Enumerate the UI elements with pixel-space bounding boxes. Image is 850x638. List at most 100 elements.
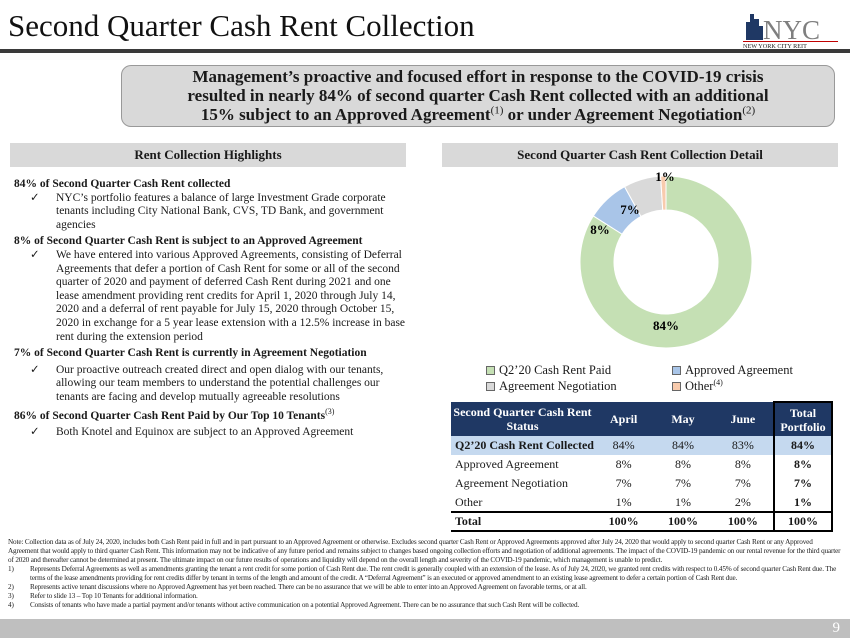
highlight-heading: 86% of Second Quarter Cash Rent Paid by …	[14, 407, 406, 424]
callout-text: or under Agreement Negotiation	[503, 105, 743, 124]
data-label: 7%	[620, 202, 640, 217]
footnote-text: Consists of tenants who have made a part…	[30, 601, 580, 609]
footnote-number: 3)	[8, 592, 14, 600]
table-cell: 1%	[615, 494, 632, 509]
bullet-text: NYC’s portfolio features a balance of la…	[56, 191, 386, 231]
table-cell: 8%	[615, 457, 632, 471]
highlight-bullet: ✓ NYC’s portfolio features a balance of l…	[30, 192, 406, 233]
title-divider	[0, 49, 850, 53]
check-icon: ✓	[30, 363, 40, 376]
skyline-icon: NYC NEW YORK CITY REIT	[743, 14, 838, 50]
legend-swatch	[672, 365, 681, 375]
column-header: Total Portfolio	[773, 401, 833, 436]
table-cell: 8%	[734, 457, 751, 471]
table-cell: 1%	[773, 493, 833, 512]
footnote-item: 1) Represents Deferral Agreements as well…	[8, 565, 843, 583]
legend-item: Agreement Negotiation	[486, 379, 617, 393]
footnote-number: 2)	[8, 583, 14, 591]
footnote-text: Refer to slide 13 – Top 10 Tenants for a…	[30, 592, 198, 600]
highlight-bullet: ✓ We have entered into various Approved A…	[30, 249, 406, 344]
callout-line: resulted in nearly 84% of second quarter…	[187, 86, 769, 105]
column-header: May	[653, 402, 713, 436]
column-header: April	[593, 402, 654, 436]
column-header: Second Quarter Cash Rent Status	[451, 402, 594, 436]
donut-slice	[579, 175, 753, 349]
bullet-text: Our proactive outreach created direct an…	[56, 363, 384, 403]
legend-swatch	[486, 365, 495, 375]
rent-collection-highlights-header: Rent Collection Highlights	[10, 143, 406, 167]
table-cell: 100%	[653, 511, 713, 532]
callout-line: 15% subject to an Approved Agreement(1) …	[126, 105, 830, 124]
row-label: Total	[451, 511, 594, 532]
data-label: 84%	[653, 318, 679, 333]
row-label: Q2’20 Cash Rent Collected	[451, 436, 594, 455]
footnote-number: 1)	[8, 565, 14, 573]
legend-item: Approved Agreement	[672, 363, 793, 377]
table-cell: 7%	[734, 476, 751, 490]
callout-line: Management’s proactive and focused effor…	[192, 67, 764, 86]
table-cell: 8%	[675, 457, 691, 471]
row-label: Approved Agreement	[455, 457, 559, 471]
table-row: Total 100% 100% 100% 100%	[451, 511, 833, 532]
legend-swatch	[486, 381, 495, 391]
footnote-item: 3) Refer to slide 13 – Top 10 Tenants for…	[8, 592, 843, 601]
footnote-text: Represents Deferral Agreements as well a…	[30, 565, 837, 582]
legend-text: Other	[685, 379, 714, 393]
footnote-number: 4)	[8, 601, 14, 609]
summary-callout: Management’s proactive and focused effor…	[121, 65, 835, 127]
footnotes: Note: Collection data as of July 24, 202…	[8, 538, 843, 610]
table-row: Approved Agreement 8% 8% 8% 8%	[451, 455, 833, 474]
table-row: Agreement Negotiation 7% 7% 7% 7%	[451, 474, 833, 493]
table-cell: 100%	[712, 511, 774, 532]
table-cell: 84%	[593, 436, 654, 455]
heading-text: 86% of Second Quarter Cash Rent Paid by …	[14, 409, 326, 422]
legend-item: Other(4)	[672, 377, 723, 393]
table-cell: 100%	[773, 511, 833, 532]
bullet-text: We have entered into various Approved Ag…	[56, 248, 406, 343]
note-text: Note: Collection data as of July 24, 202…	[8, 538, 841, 564]
highlight-bullet: ✓ Our proactive outreach created direct a…	[30, 364, 406, 405]
legend-item: Q2’20 Cash Rent Paid	[486, 363, 611, 377]
footnote-ref: (1)	[490, 104, 504, 117]
footnote-item: 4) Consists of tenants who have made a pa…	[8, 601, 843, 610]
svg-text:NEW YORK CITY REIT: NEW YORK CITY REIT	[743, 43, 807, 48]
check-icon: ✓	[30, 426, 40, 439]
row-label: Agreement Negotiation	[455, 476, 568, 490]
table-cell: 84%	[773, 436, 833, 455]
table-cell: 1%	[675, 494, 691, 509]
table-row: Q2’20 Cash Rent Collected 84% 84% 83% 84%	[451, 436, 833, 455]
data-label: 1%	[655, 169, 675, 184]
highlight-heading: 7% of Second Quarter Cash Rent is curren…	[14, 347, 367, 360]
bullet-text: Both Knotel and Equinox are subject to a…	[56, 426, 354, 439]
cash-rent-status-table: Second Quarter Cash Rent Status April Ma…	[451, 401, 833, 532]
highlight-bullet: ✓ Both Knotel and Equinox are subject to …	[30, 426, 406, 440]
table-cell: 83%	[712, 436, 774, 455]
table-cell: 7%	[773, 474, 833, 493]
check-icon: ✓	[30, 248, 40, 261]
column-header: June	[712, 402, 774, 436]
page-number: 9	[832, 620, 841, 636]
table-cell: 7%	[615, 476, 632, 490]
legend-label: Approved Agreement	[685, 363, 793, 377]
footer-bar: 9	[0, 619, 850, 638]
data-label: 8%	[590, 222, 610, 237]
cash-rent-donut-chart: 84% 8% 7% 1%	[579, 169, 753, 349]
table-cell: 7%	[675, 476, 691, 490]
table-cell: 84%	[653, 436, 713, 455]
nyc-reit-logo: NYC NEW YORK CITY REIT	[740, 10, 840, 50]
footnote-ref: (4)	[713, 377, 723, 387]
callout-text: 15% subject to an Approved Agreement	[200, 105, 491, 124]
highlight-heading: 84% of Second Quarter Cash Rent collecte…	[14, 178, 231, 190]
legend-label: Q2’20 Cash Rent Paid	[499, 363, 612, 377]
row-label: Other	[455, 494, 483, 509]
footnote-ref: (2)	[742, 104, 756, 117]
footnote-text: Represents active tenant discussions whe…	[30, 583, 587, 591]
page-title: Second Quarter Cash Rent Collection	[8, 8, 475, 43]
check-icon: ✓	[30, 191, 40, 204]
collection-detail-header: Second Quarter Cash Rent Collection Deta…	[442, 143, 838, 167]
highlights-list: 84% of Second Quarter Cash Rent collecte…	[14, 175, 406, 440]
highlight-heading: 8% of Second Quarter Cash Rent is subjec…	[14, 235, 363, 248]
table-cell: 100%	[593, 511, 654, 532]
table-cell: 8%	[773, 455, 833, 474]
donut-slice	[660, 175, 667, 211]
